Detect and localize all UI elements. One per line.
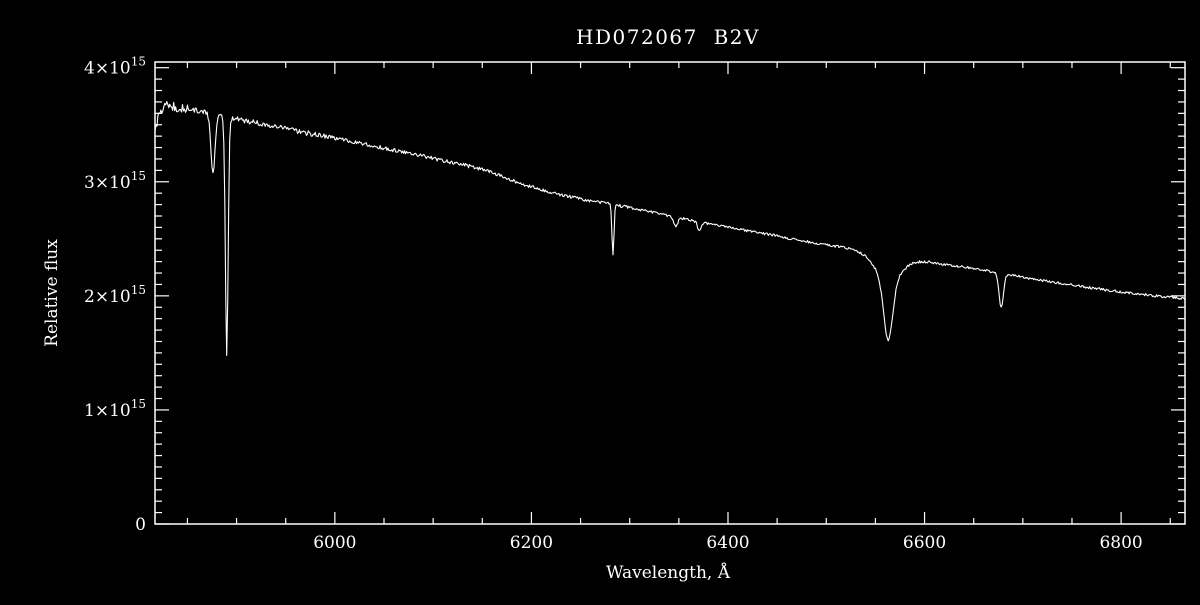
y-tick-label: 1×1015 [84,397,146,421]
y-tick-label: 4×1015 [84,55,146,79]
x-axis-title: Wavelength, Å [606,562,731,583]
y-tick-label: 2×1015 [84,283,146,307]
x-tick-label: 6400 [706,533,749,553]
axes-layer: 6000 6200 6400 6600 6800 0 1×1015 2×1015 3×1015 4… [84,55,1186,553]
chart-title: HD072067 B2V [576,25,760,49]
x-tick-label: 6800 [1099,533,1142,553]
y-axis-title: Relative flux [42,239,62,347]
plot-frame [154,61,1186,525]
spectrum-line [154,100,1186,357]
x-tick-label: 6000 [313,533,356,553]
spectrum-series-layer [154,100,1186,357]
y-tick-label: 3×1015 [84,169,146,193]
x-tick-label: 6600 [903,533,946,553]
x-tick-label: 6200 [510,533,553,553]
y-tick-label: 0 [135,515,146,535]
